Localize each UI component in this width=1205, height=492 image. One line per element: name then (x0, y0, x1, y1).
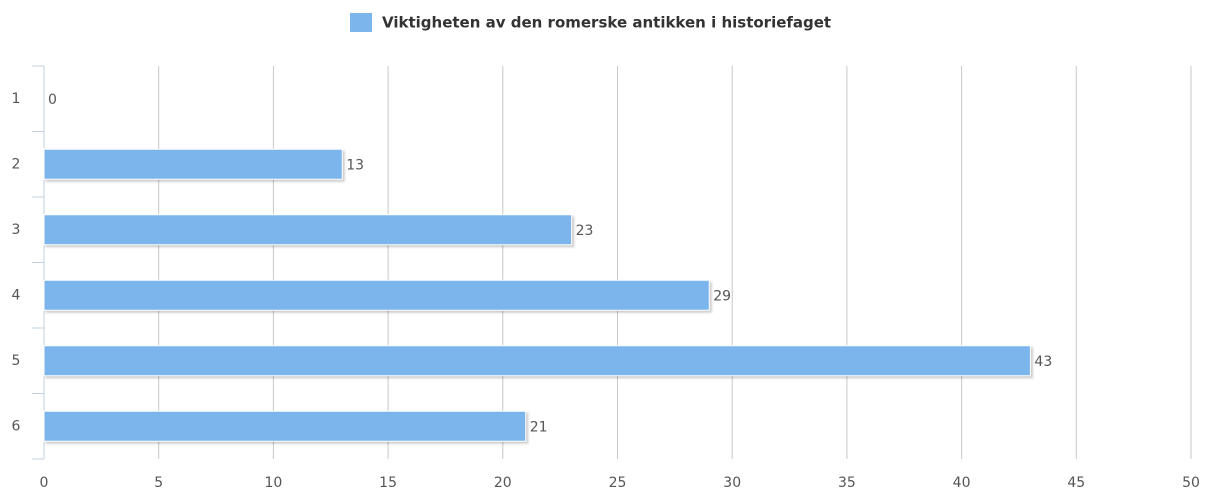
x-tick-label: 0 (40, 475, 49, 491)
bar (43, 345, 1031, 377)
bar (43, 148, 343, 180)
data-label: 0 (48, 92, 57, 108)
x-tick-label: 30 (723, 475, 741, 491)
x-tick-label: 20 (494, 475, 512, 491)
data-label: 29 (713, 288, 731, 304)
y-tick-label: 5 (12, 353, 21, 369)
y-tick-label: 1 (12, 91, 21, 107)
data-label: 21 (530, 419, 548, 435)
data-label: 43 (1034, 354, 1052, 370)
data-label: 23 (576, 223, 594, 239)
legend-swatch (350, 13, 372, 32)
x-tick-label: 45 (1067, 475, 1085, 491)
x-tick-label: 25 (609, 475, 627, 491)
x-tick-label: 50 (1182, 475, 1200, 491)
bar (43, 279, 710, 311)
x-tick-label: 15 (379, 475, 397, 491)
y-tick-label: 4 (12, 287, 21, 303)
y-tick-label: 3 (12, 222, 21, 238)
x-tick-label: 40 (953, 475, 971, 491)
y-tick-label: 2 (12, 156, 21, 172)
data-label: 13 (346, 157, 364, 173)
bar (43, 214, 573, 246)
x-tick-label: 10 (264, 475, 282, 491)
legend-label: Viktigheten av den romerske antikken i h… (382, 14, 831, 32)
y-tick-label: 6 (12, 418, 21, 434)
x-tick-label: 35 (838, 475, 856, 491)
x-tick-label: 5 (154, 475, 163, 491)
bar (43, 410, 527, 442)
